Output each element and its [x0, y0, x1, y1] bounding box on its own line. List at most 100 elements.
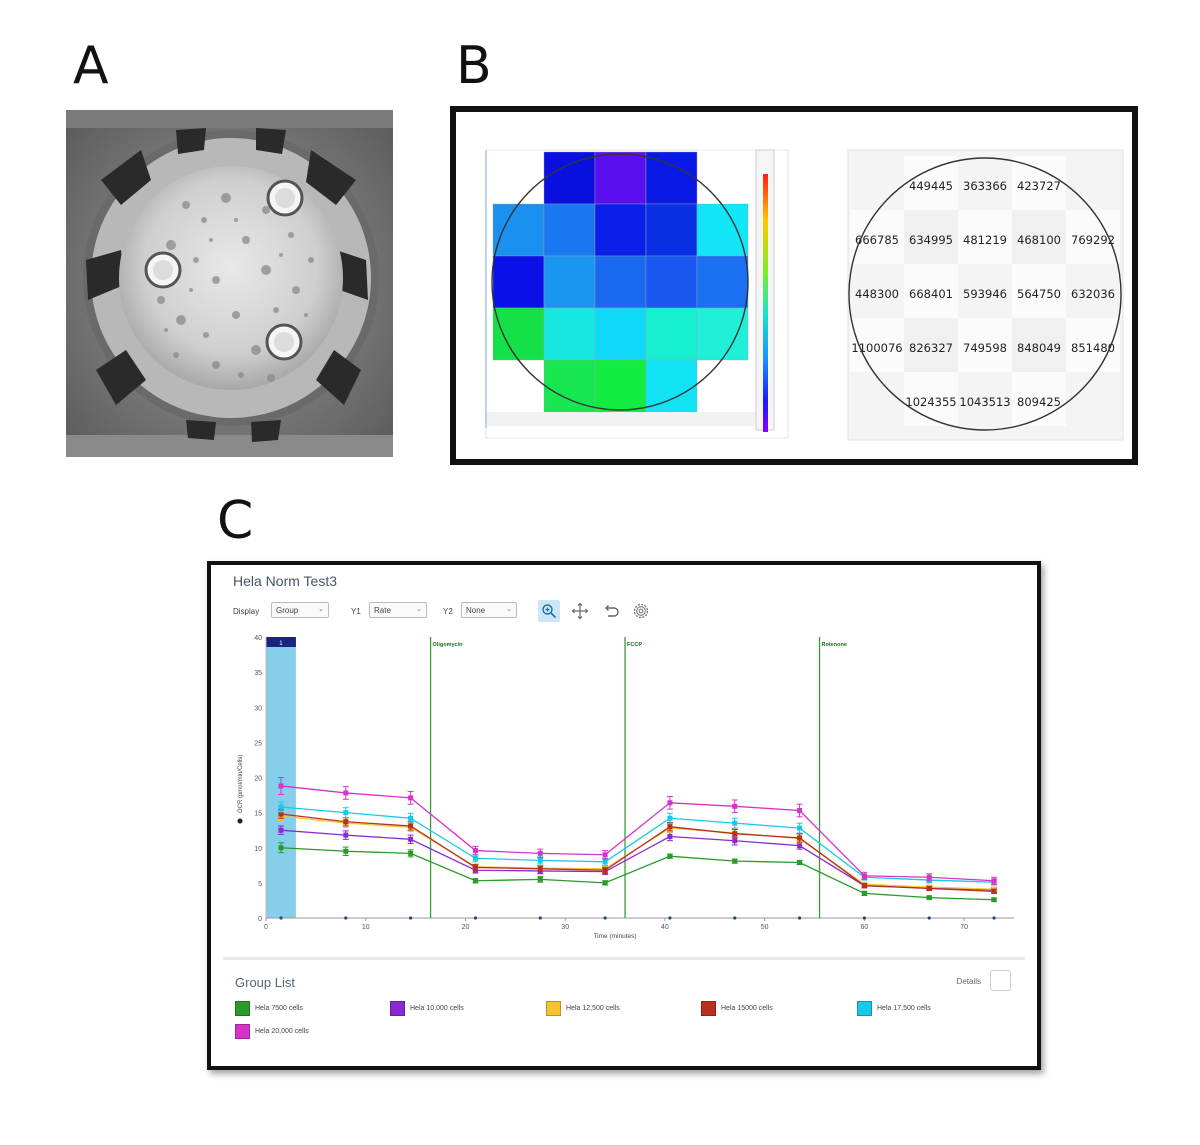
counts-cell-value: 448300 — [855, 287, 899, 301]
data-point[interactable] — [797, 835, 803, 841]
legend-label: Hela 20,000 cells — [255, 1028, 309, 1035]
data-point[interactable] — [537, 876, 543, 882]
legend-item[interactable]: Hela 17,500 cells — [857, 1001, 931, 1016]
well-outline-circle — [848, 157, 1122, 431]
x-tick-label: 0 — [264, 924, 268, 931]
heatmap-cell — [645, 151, 698, 205]
zoom-button[interactable] — [538, 600, 560, 622]
data-point[interactable] — [472, 855, 478, 861]
y-tick-label: 10 — [254, 846, 262, 853]
data-point[interactable] — [602, 867, 608, 873]
data-point[interactable] — [732, 831, 738, 837]
data-point[interactable] — [667, 815, 673, 821]
data-point[interactable] — [343, 848, 349, 854]
legend-swatch — [235, 1024, 250, 1039]
data-point[interactable] — [991, 878, 997, 884]
counts-table — [847, 149, 1124, 441]
counts-cell-value: 848049 — [1017, 341, 1061, 355]
data-point[interactable] — [861, 873, 867, 879]
counts-cell-value: 809425 — [1017, 395, 1061, 409]
data-point[interactable] — [602, 859, 608, 865]
counts-cell-value: 666785 — [855, 233, 899, 247]
y1-select[interactable]: Rate ⌄ — [369, 602, 427, 618]
counts-cell-value: 449445 — [909, 179, 953, 193]
series-line — [280, 847, 995, 901]
panel-b-frame: 449445 363366 423727 666785 634995 481219 4681… — [450, 106, 1138, 465]
y-tick-label: 40 — [254, 635, 262, 642]
data-point[interactable] — [926, 874, 932, 880]
data-point[interactable] — [667, 853, 673, 859]
heatmap-cell — [645, 307, 698, 361]
display-select[interactable]: Group ⌄ — [271, 602, 329, 618]
data-point[interactable] — [861, 883, 867, 889]
data-point[interactable] — [472, 878, 478, 884]
data-point[interactable] — [602, 880, 608, 886]
data-point[interactable] — [343, 790, 349, 796]
data-point[interactable] — [278, 783, 284, 789]
counts-cell-value: 481219 — [963, 233, 1007, 247]
chevron-down-icon: ⌄ — [318, 606, 324, 613]
data-point[interactable] — [797, 825, 803, 831]
data-point[interactable] — [537, 850, 543, 856]
data-point[interactable] — [343, 819, 349, 825]
y-tick-label: 15 — [254, 811, 262, 818]
data-point[interactable] — [408, 815, 414, 821]
legend-item[interactable]: Hela 15000 cells — [701, 1001, 773, 1016]
undo-button[interactable] — [600, 600, 622, 622]
legend-item[interactable]: Hela 10,000 cells — [390, 1001, 464, 1016]
y2-select[interactable]: None ⌄ — [461, 602, 517, 618]
data-point[interactable] — [278, 811, 284, 817]
legend-swatch — [235, 1001, 250, 1016]
gear-icon — [633, 603, 649, 619]
measurement-highlight-header — [266, 637, 296, 647]
data-point[interactable] — [667, 834, 673, 840]
data-point[interactable] — [537, 866, 543, 872]
data-point[interactable] — [537, 857, 543, 863]
counts-cell-value: 1100076 — [851, 341, 902, 355]
data-point[interactable] — [278, 845, 284, 851]
colorbar — [763, 174, 768, 432]
pan-button[interactable] — [569, 600, 591, 622]
x-tick-label: 70 — [960, 924, 968, 931]
data-point[interactable] — [991, 888, 997, 894]
data-point[interactable] — [667, 800, 673, 806]
data-point[interactable] — [278, 804, 284, 810]
data-point[interactable] — [732, 858, 738, 864]
heatmap-cell — [645, 255, 698, 309]
panel-letter-a: A — [73, 36, 109, 96]
data-point[interactable] — [926, 895, 932, 901]
data-point[interactable] — [278, 827, 284, 833]
data-point[interactable] — [926, 885, 932, 891]
data-point[interactable] — [991, 897, 997, 903]
heatmap-cell — [543, 307, 596, 361]
data-point[interactable] — [408, 836, 414, 842]
data-point[interactable] — [732, 820, 738, 826]
data-point[interactable] — [797, 860, 803, 866]
time-marker — [862, 916, 867, 920]
settings-button[interactable] — [630, 600, 652, 622]
legend-item[interactable]: Hela 20,000 cells — [235, 1024, 309, 1039]
data-point[interactable] — [472, 864, 478, 870]
data-point[interactable] — [343, 832, 349, 838]
data-point[interactable] — [732, 838, 738, 844]
data-point[interactable] — [408, 850, 414, 856]
data-point[interactable] — [472, 848, 478, 854]
data-point[interactable] — [408, 795, 414, 801]
data-point[interactable] — [797, 808, 803, 814]
y-tick-label: 25 — [254, 740, 262, 747]
data-point[interactable] — [408, 823, 414, 829]
data-point[interactable] — [797, 843, 803, 849]
data-point[interactable] — [861, 890, 867, 896]
counts-cell-bg — [904, 210, 958, 264]
legend-item[interactable]: Hela 7500 cells — [235, 1001, 303, 1016]
data-point[interactable] — [602, 852, 608, 858]
data-point[interactable] — [732, 803, 738, 809]
counts-cell-value: 634995 — [909, 233, 953, 247]
data-point[interactable] — [343, 810, 349, 816]
counts-cell-value: 632036 — [1071, 287, 1115, 301]
data-point[interactable] — [667, 824, 673, 830]
x-axis-label: Time (minutes) — [593, 933, 636, 940]
legend-item[interactable]: Hela 12,500 cells — [546, 1001, 620, 1016]
legend-label: Hela 17,500 cells — [877, 1005, 931, 1012]
details-checkbox[interactable] — [990, 970, 1011, 991]
